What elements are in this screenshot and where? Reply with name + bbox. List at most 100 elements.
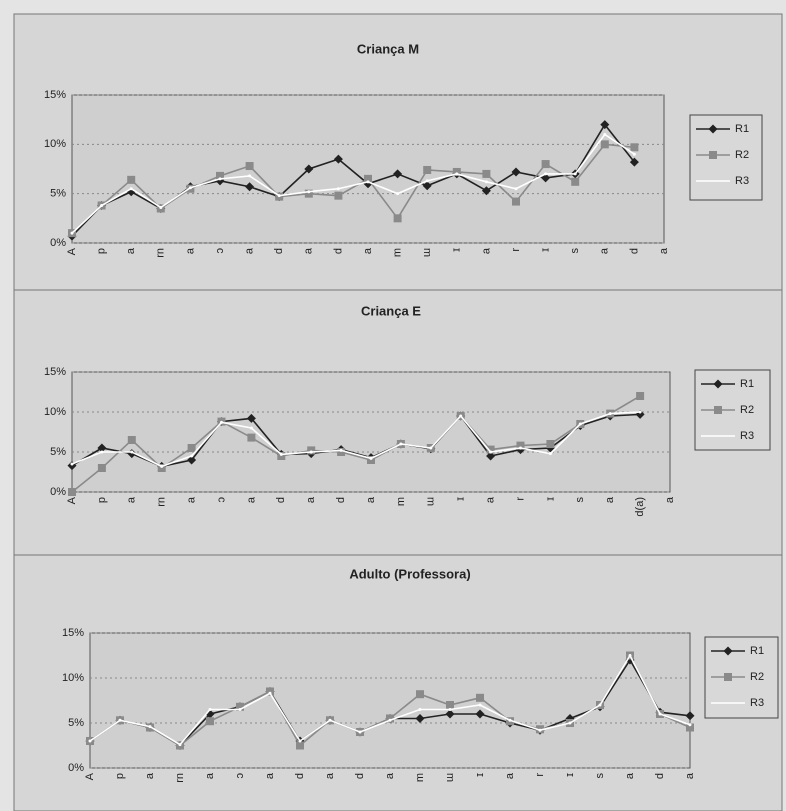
data-point xyxy=(446,701,454,709)
x-tick-label: ɪ xyxy=(451,248,463,252)
data-point xyxy=(396,192,400,196)
data-point xyxy=(452,167,461,176)
data-point xyxy=(367,456,375,464)
data-point xyxy=(573,172,577,176)
data-point xyxy=(658,712,662,716)
data-point xyxy=(130,450,134,454)
data-point xyxy=(70,462,74,466)
data-point xyxy=(512,197,520,206)
data-point xyxy=(236,702,244,711)
plot-area xyxy=(89,632,691,769)
x-tick-label: a xyxy=(244,247,256,254)
series-line xyxy=(71,143,635,234)
data-point xyxy=(100,204,104,208)
data-point xyxy=(238,708,242,711)
data-point xyxy=(206,717,214,726)
data-point xyxy=(127,175,136,184)
x-tick-label: ɯ xyxy=(444,773,456,782)
data-point xyxy=(688,723,692,727)
y-tick-label: 15% xyxy=(44,366,66,378)
legend-box xyxy=(689,114,763,201)
x-tick-label: d xyxy=(275,497,287,503)
data-point xyxy=(298,739,302,743)
data-point xyxy=(486,445,495,454)
data-point xyxy=(448,708,452,711)
legend-label: R3 xyxy=(750,697,764,709)
x-tick-label: d xyxy=(273,248,285,254)
x-tick-label: a xyxy=(480,247,492,254)
x-tick-label: a xyxy=(184,247,196,254)
chart-title: Adulto (Professora) xyxy=(349,566,470,581)
data-point xyxy=(685,711,695,721)
data-point xyxy=(118,718,122,722)
data-point xyxy=(541,160,550,169)
legend-label: R2 xyxy=(740,404,754,416)
y-tick-label: 5% xyxy=(68,717,84,729)
data-point xyxy=(628,654,632,657)
data-point xyxy=(514,187,518,191)
data-point xyxy=(630,143,639,152)
x-tick-label: p xyxy=(114,773,126,779)
y-tick-label: 10% xyxy=(44,138,66,150)
legend-marker xyxy=(724,673,732,681)
data-point xyxy=(636,392,645,400)
data-point xyxy=(548,452,552,456)
data-point xyxy=(129,187,133,191)
data-point xyxy=(248,174,252,178)
data-point xyxy=(187,444,196,452)
x-tick-label: a xyxy=(365,496,377,503)
data-point xyxy=(307,190,311,194)
data-point xyxy=(478,703,482,707)
legend-marker xyxy=(709,151,717,159)
x-tick-label: ɪ xyxy=(544,497,556,501)
legend-label: R1 xyxy=(740,378,754,390)
data-point xyxy=(484,180,488,184)
data-point xyxy=(296,741,304,750)
x-tick-label: a xyxy=(604,496,616,503)
data-point xyxy=(481,186,491,196)
x-tick-label: a xyxy=(305,496,317,503)
legend-label: R3 xyxy=(735,175,749,187)
data-point xyxy=(388,718,392,722)
data-point xyxy=(218,177,222,181)
data-point xyxy=(369,456,373,460)
x-tick-label: a xyxy=(245,496,257,503)
y-tick-label: 5% xyxy=(50,446,66,458)
data-point xyxy=(476,693,484,702)
x-tick-label: ɔ xyxy=(234,773,246,779)
data-point xyxy=(423,165,432,174)
x-tick-label: m xyxy=(392,248,404,257)
data-point xyxy=(304,164,314,174)
data-point xyxy=(629,157,639,167)
legend-label: R1 xyxy=(750,645,764,657)
data-point xyxy=(429,446,433,450)
data-point xyxy=(578,422,582,426)
x-tick-label: ɔ xyxy=(214,248,226,254)
data-point xyxy=(486,451,496,461)
data-point xyxy=(68,488,76,496)
x-tick-label: s xyxy=(594,773,606,779)
x-tick-label: d xyxy=(294,773,306,779)
x-tick-label: s xyxy=(574,497,586,503)
x-tick-label: a xyxy=(664,496,676,503)
data-point xyxy=(508,718,512,722)
y-tick-label: 15% xyxy=(44,89,66,101)
data-point xyxy=(277,452,286,460)
data-point xyxy=(100,450,104,454)
data-point xyxy=(600,120,610,130)
x-tick-label: a xyxy=(186,496,198,503)
x-tick-label: rn xyxy=(156,497,168,507)
data-point xyxy=(546,440,555,448)
data-point xyxy=(247,433,256,442)
data-point xyxy=(393,214,402,223)
data-point xyxy=(603,132,607,136)
x-tick-label: d xyxy=(332,248,344,254)
x-tick-label: A xyxy=(66,496,78,504)
x-tick-label: d xyxy=(354,773,366,779)
data-point xyxy=(571,177,580,186)
data-point xyxy=(148,725,152,729)
data-point xyxy=(266,687,274,696)
data-point xyxy=(519,446,522,450)
x-tick-label: ɪ xyxy=(474,773,486,777)
data-point xyxy=(307,446,316,455)
